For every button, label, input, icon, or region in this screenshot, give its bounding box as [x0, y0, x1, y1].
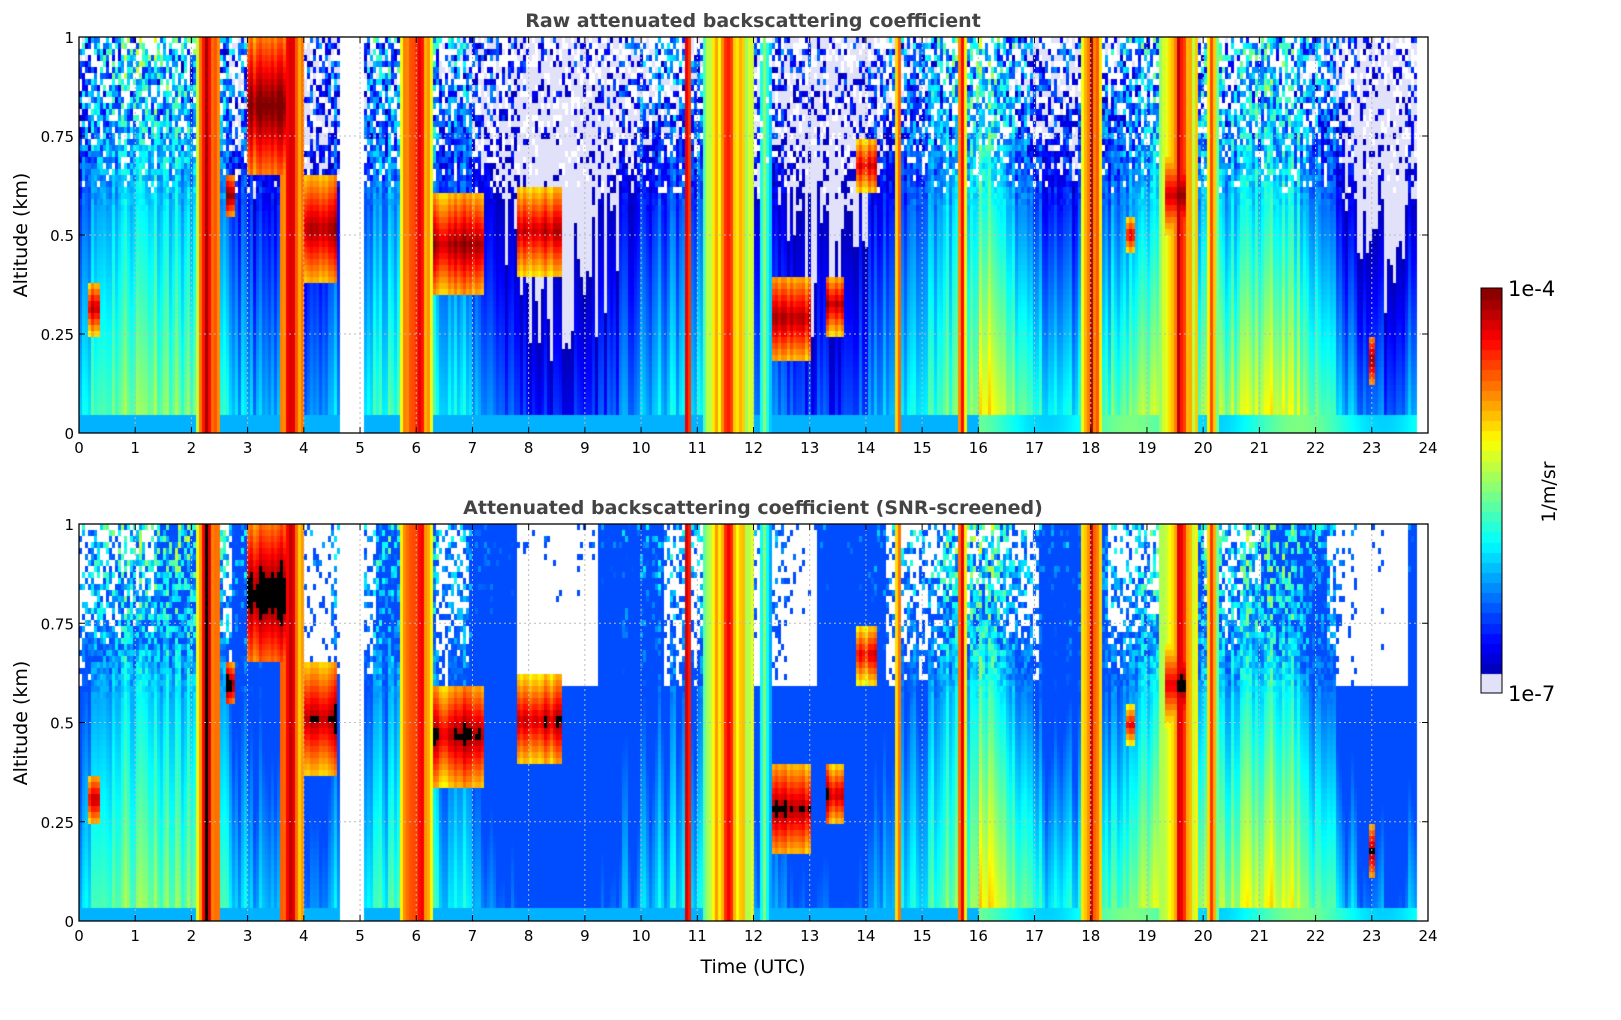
x-tick-label: 11 — [688, 439, 707, 457]
x-tick-label: 22 — [1306, 927, 1325, 945]
x-tick-label: 16 — [969, 927, 988, 945]
colorbar-unit-label: 1/m/sr — [1538, 461, 1560, 522]
y-tick-label: 0.25 — [41, 326, 74, 344]
y-tick-label: 1 — [64, 516, 74, 534]
x-tick-label: 6 — [411, 439, 421, 457]
x-tick-label: 23 — [1362, 439, 1381, 457]
x-tick-label: 18 — [1081, 439, 1100, 457]
x-tick-label: 8 — [524, 439, 534, 457]
x-tick-label: 9 — [580, 439, 590, 457]
x-tick-label: 6 — [411, 927, 421, 945]
x-tick-label: 13 — [800, 927, 819, 945]
y-tick-label: 0 — [64, 425, 74, 443]
x-tick-label: 20 — [1194, 927, 1213, 945]
x-tick-label: 24 — [1418, 439, 1437, 457]
x-tick-label: 4 — [299, 439, 309, 457]
raw-panel-axes: 0 1 2 3 4 5 6 7 8 9 10 11 12 13 14 15 16 17 18 19 20 21 22 23 24… — [41, 29, 1438, 457]
x-tick-label: 1 — [130, 439, 140, 457]
x-tick-label: 10 — [632, 439, 651, 457]
colorbar-frame — [1480, 287, 1503, 694]
raw-panel-ylabel: Altitude (km) — [10, 173, 32, 298]
x-tick-label: 19 — [1137, 927, 1156, 945]
x-tick-label: 0 — [74, 927, 84, 945]
x-tick-label: 12 — [744, 927, 763, 945]
y-tick-label: 0.5 — [50, 715, 74, 733]
x-tick-label: 7 — [468, 927, 478, 945]
y-tick-label: 0.5 — [50, 227, 74, 245]
y-tick-label: 0.25 — [41, 814, 74, 832]
x-tick-label: 24 — [1418, 927, 1437, 945]
x-tick-label: 14 — [856, 439, 875, 457]
x-tick-label: 17 — [1025, 439, 1044, 457]
x-tick-label: 17 — [1025, 927, 1044, 945]
x-tick-label: 2 — [187, 927, 197, 945]
axes-frame — [78, 523, 1429, 922]
x-tick-label: 21 — [1250, 927, 1269, 945]
raw-panel-title: Raw attenuated backscattering coefficien… — [525, 10, 981, 32]
screened-panel-axes: 0 1 2 3 4 5 6 7 8 9 10 11 12 13 14 15 16 17 18 19 20 21 22 23 24… — [41, 516, 1438, 945]
x-tick-label: 0 — [74, 439, 84, 457]
screened-panel-ylabel: Altitude (km) — [10, 661, 32, 786]
x-tick-label: 7 — [468, 439, 478, 457]
x-tick-label: 3 — [243, 927, 253, 945]
y-tick-label: 0.75 — [41, 128, 74, 146]
x-tick-label: 5 — [355, 439, 365, 457]
x-tick-label: 11 — [688, 927, 707, 945]
x-tick-label: 22 — [1306, 439, 1325, 457]
x-tick-label: 13 — [800, 439, 819, 457]
x-tick-label: 18 — [1081, 927, 1100, 945]
x-tick-label: 9 — [580, 927, 590, 945]
colorbar-max-label: 1e-4 — [1508, 277, 1555, 301]
x-tick-label: 4 — [299, 927, 309, 945]
x-tick-label: 20 — [1194, 439, 1213, 457]
x-tick-label: 2 — [187, 439, 197, 457]
x-tick-label: 14 — [856, 927, 875, 945]
x-tick-label: 10 — [632, 927, 651, 945]
screened-panel-title: Attenuated backscattering coefficient (S… — [463, 497, 1043, 519]
x-tick-label: 15 — [913, 439, 932, 457]
axes-frame — [78, 36, 1429, 434]
colorbar-min-label: 1e-7 — [1508, 682, 1555, 706]
x-tick-label: 8 — [524, 927, 534, 945]
y-tick-label: 0 — [64, 913, 74, 931]
y-tick-label: 0.75 — [41, 615, 74, 633]
x-tick-label: 5 — [355, 927, 365, 945]
x-tick-label: 23 — [1362, 927, 1381, 945]
x-tick-label: 16 — [969, 439, 988, 457]
x-axis-label: Time (UTC) — [699, 956, 805, 978]
colorbar-gradient — [1481, 288, 1502, 693]
x-tick-label: 21 — [1250, 439, 1269, 457]
x-tick-label: 15 — [913, 927, 932, 945]
x-tick-label: 12 — [744, 439, 763, 457]
y-tick-label: 1 — [64, 29, 74, 47]
x-tick-label: 19 — [1137, 439, 1156, 457]
x-tick-label: 3 — [243, 439, 253, 457]
x-tick-label: 1 — [130, 927, 140, 945]
